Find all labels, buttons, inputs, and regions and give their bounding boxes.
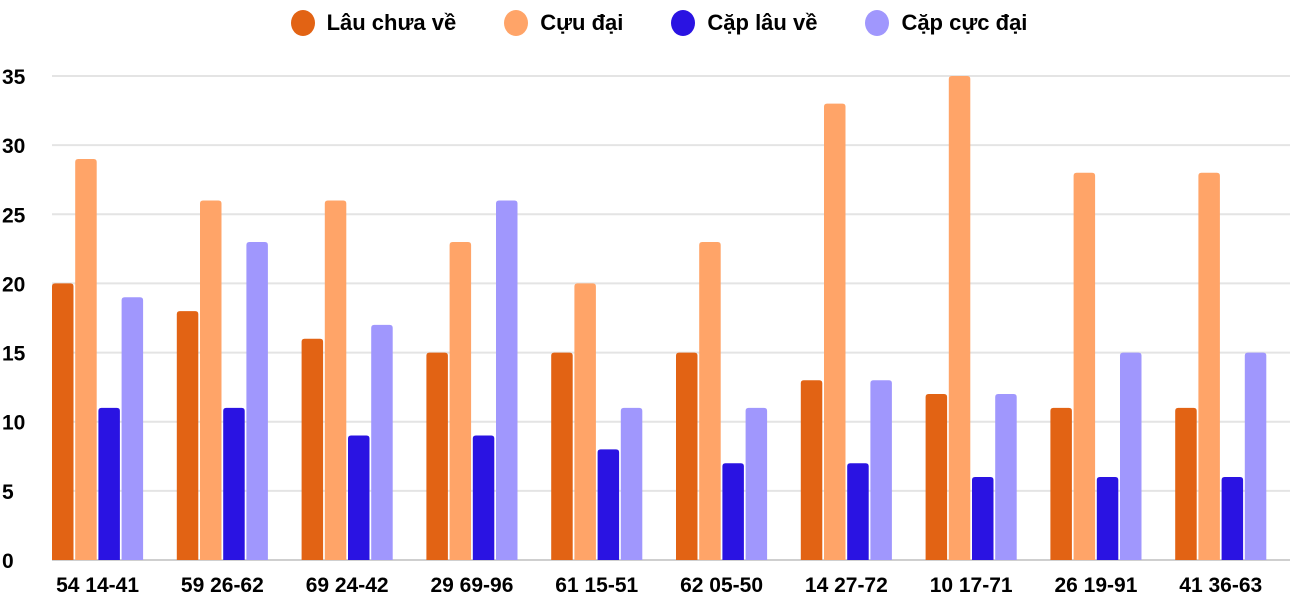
bar — [75, 158, 97, 560]
bar — [121, 297, 144, 560]
bar — [449, 241, 472, 560]
bar — [620, 407, 643, 560]
bar — [722, 463, 744, 560]
legend-swatch — [290, 10, 315, 36]
bar — [1221, 477, 1244, 560]
legend-item[interactable]: Cặp cực đại — [865, 10, 1027, 36]
x-tick-label: 59 26-62 — [181, 574, 264, 597]
bar — [1096, 477, 1119, 560]
legend-swatch — [671, 10, 696, 36]
bar — [597, 449, 620, 560]
bar — [324, 200, 347, 560]
legend-swatch — [504, 10, 529, 36]
y-tick-label: 25 — [2, 204, 26, 227]
bar — [745, 407, 768, 560]
bar — [200, 200, 222, 560]
bar — [948, 76, 971, 560]
bar — [551, 352, 573, 560]
bar — [176, 311, 199, 560]
x-tick-label: 26 19-91 — [1054, 574, 1137, 597]
bar — [972, 477, 994, 560]
legend-item[interactable]: Lâu chưa về — [290, 10, 457, 36]
bar — [699, 241, 721, 560]
x-tick-label: 69 24-42 — [306, 574, 389, 597]
x-tick-label: 29 69-96 — [430, 574, 513, 597]
bar — [1244, 352, 1267, 560]
x-tick-label: 61 15-51 — [555, 574, 638, 597]
y-tick-label: 10 — [2, 412, 25, 435]
legend-label: Lâu chưa về — [326, 10, 457, 35]
y-tick-label: 15 — [2, 343, 26, 366]
legend-item[interactable]: Cựu đại — [504, 10, 623, 36]
x-tick-label: 54 14-41 — [56, 574, 139, 597]
bar — [1198, 172, 1220, 561]
y-tick-label: 0 — [2, 550, 14, 573]
bar — [1175, 407, 1197, 560]
bar — [348, 435, 370, 560]
bar — [472, 435, 495, 560]
bar — [995, 394, 1017, 560]
bar — [925, 394, 948, 560]
y-tick-label: 5 — [2, 481, 14, 504]
bar — [301, 338, 324, 560]
x-tick-label: 41 36-63 — [1179, 574, 1262, 597]
bar — [1050, 407, 1072, 560]
bar — [676, 352, 698, 560]
bar — [496, 200, 518, 560]
legend-label: Cặp lâu về — [707, 10, 818, 35]
y-tick-label: 35 — [2, 66, 26, 89]
bar — [1073, 172, 1096, 561]
bar — [1120, 352, 1142, 560]
y-tick-label: 20 — [2, 273, 25, 296]
legend-item[interactable]: Cặp lâu về — [671, 10, 817, 36]
legend-label: Cặp cực đại — [901, 10, 1028, 35]
bar — [870, 380, 892, 560]
x-tick-label: 14 27-72 — [805, 574, 888, 597]
legend-swatch — [865, 10, 890, 36]
legend-label: Cựu đại — [540, 10, 624, 35]
bar — [98, 407, 120, 560]
bar — [847, 463, 869, 560]
bar — [246, 241, 268, 560]
bar — [371, 324, 393, 560]
bar — [223, 407, 245, 560]
bar — [52, 283, 74, 560]
legend: Lâu chưa về Cựu đại Cặp lâu về Cặp cực đại — [0, 10, 1300, 36]
bar — [824, 103, 846, 561]
x-tick-label: 62 05-50 — [680, 574, 763, 597]
x-tick-label: 10 17-71 — [930, 574, 1013, 597]
bar — [426, 352, 448, 560]
bar — [800, 380, 823, 560]
y-tick-label: 30 — [2, 135, 25, 158]
bar — [574, 283, 596, 560]
